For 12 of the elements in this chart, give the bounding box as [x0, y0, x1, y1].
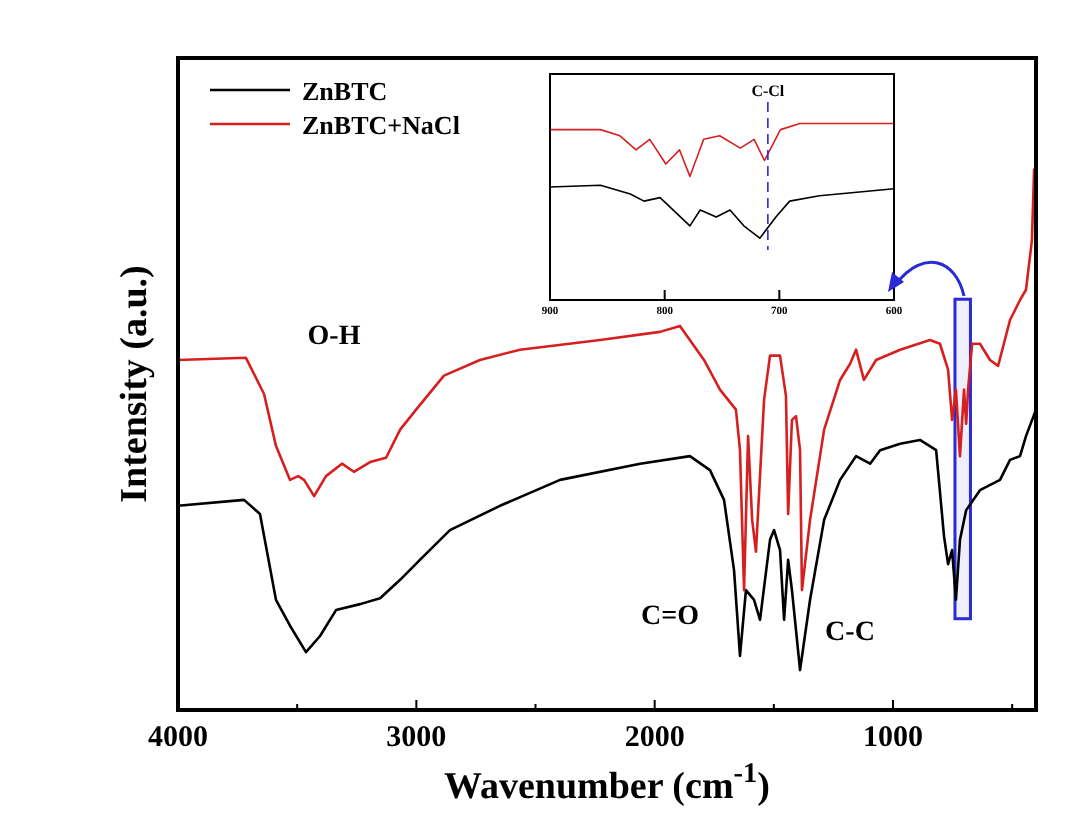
x-tick-label: 4000 [148, 722, 208, 754]
x-tick-label: 3000 [386, 722, 447, 754]
legend-label: ZnBTC+NaCl [302, 110, 461, 140]
annotation: O-H [307, 322, 361, 352]
x-tick-label: 1000 [863, 722, 923, 754]
legend-label: ZnBTC [302, 76, 388, 106]
y-axis-title: Intensity (a.u.) [114, 265, 156, 503]
x-axis-title: Wavenumber (cm$^{-1}$) [444, 758, 770, 808]
annotation: C=O [641, 602, 700, 632]
annotation: C-C [825, 618, 875, 648]
ref-line-label: C-Cl [751, 82, 786, 100]
x-tick-label: 2000 [624, 722, 685, 754]
